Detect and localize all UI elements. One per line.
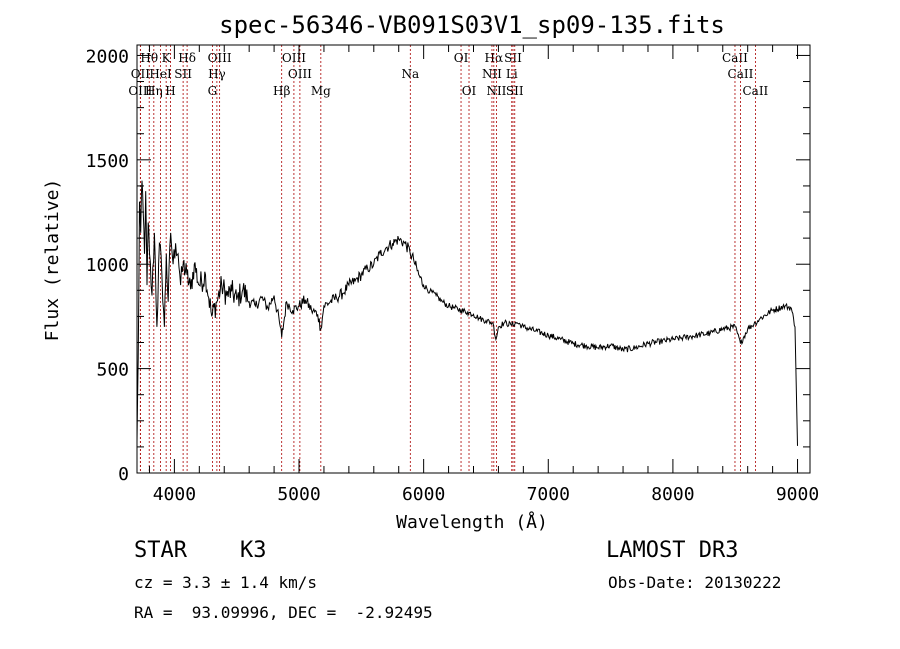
chart-title: spec-56346-VB091S03V1_sp09-135.fits bbox=[219, 11, 725, 39]
axis-ticks bbox=[137, 45, 810, 474]
object-class: STAR bbox=[134, 538, 187, 563]
x-tick-label-2: 6000 bbox=[402, 484, 445, 505]
x-tick-label-5: 9000 bbox=[776, 484, 819, 505]
line-marker-label-13: OIII bbox=[282, 51, 306, 65]
y-tick-label-1: 500 bbox=[96, 360, 129, 381]
line-marker-label-2: OIII bbox=[128, 84, 152, 98]
x-tick-label-1: 5000 bbox=[277, 484, 320, 505]
x-tick-label-4: 8000 bbox=[651, 484, 694, 505]
y-axis-label: Flux (relative) bbox=[42, 179, 63, 342]
line-marker-label-11: G bbox=[208, 84, 218, 98]
x-tick-label-3: 7000 bbox=[527, 484, 570, 505]
y-tick-label-2: 1000 bbox=[86, 255, 129, 276]
line-marker-label-26: CaII bbox=[728, 67, 754, 81]
line-marker-label-16: Na bbox=[401, 67, 419, 81]
spectrum-chart: spec-56346-VB091S03V1_sp09-135.fits Hθ OI… bbox=[42, 11, 820, 533]
line-marker-label-7: Hδ bbox=[178, 51, 196, 65]
redshift-velocity: cz = 3.3 ± 1.4 km/s bbox=[134, 573, 318, 592]
line-marker-label-19: Hα bbox=[485, 51, 504, 65]
y-tick-label-3: 1500 bbox=[86, 151, 129, 172]
plot-frame bbox=[136, 44, 811, 474]
line-marker-label-6: H bbox=[165, 84, 175, 98]
line-marker-label-4: K bbox=[162, 51, 172, 65]
line-marker-label-10: Hγ bbox=[208, 67, 226, 81]
line-marker-label-14: OIII bbox=[288, 67, 312, 81]
line-marker-label-17: OI bbox=[454, 51, 469, 65]
line-marker-label-25: CaII bbox=[722, 51, 748, 65]
axis-labels: 4000 5000 6000 7000 8000 9000 0 500 1000 1500 2000 bbox=[86, 46, 820, 505]
line-marker-label-24: SII bbox=[506, 84, 524, 98]
y-tick-label-0: 0 bbox=[118, 464, 129, 485]
observation-date: Obs-Date: 20130222 bbox=[608, 573, 782, 592]
line-marker-label-15: Mg bbox=[311, 84, 331, 98]
line-marker-label-12: Hβ bbox=[273, 84, 290, 98]
line-marker-label-27: CaII bbox=[742, 84, 768, 98]
line-marker-label-5: HeI bbox=[149, 67, 172, 81]
line-marker-label-23: Li bbox=[506, 67, 518, 81]
line-marker-label-22: SII bbox=[504, 51, 522, 65]
object-subclass: K3 bbox=[240, 538, 267, 563]
ra-dec-coordinates: RA = 93.09996, DEC = -2.92495 bbox=[134, 603, 433, 622]
line-marker-label-3: Hη bbox=[145, 84, 163, 98]
line-marker-label-0: Hθ bbox=[140, 51, 158, 65]
line-marker-label-9: OIII bbox=[208, 51, 232, 65]
line-marker-label-18: OI bbox=[462, 84, 477, 98]
series-layer bbox=[136, 180, 798, 446]
line-marker-label-21: NII bbox=[486, 84, 506, 98]
series-line-0 bbox=[136, 180, 798, 446]
x-axis-label: Wavelength (Å) bbox=[396, 511, 548, 533]
survey-name: LAMOST DR3 bbox=[606, 538, 739, 563]
y-tick-label-4: 2000 bbox=[86, 46, 129, 67]
line-marker-label-8: SII bbox=[174, 67, 192, 81]
line-marker-label-20: NII bbox=[482, 67, 502, 81]
x-tick-label-0: 4000 bbox=[153, 484, 196, 505]
